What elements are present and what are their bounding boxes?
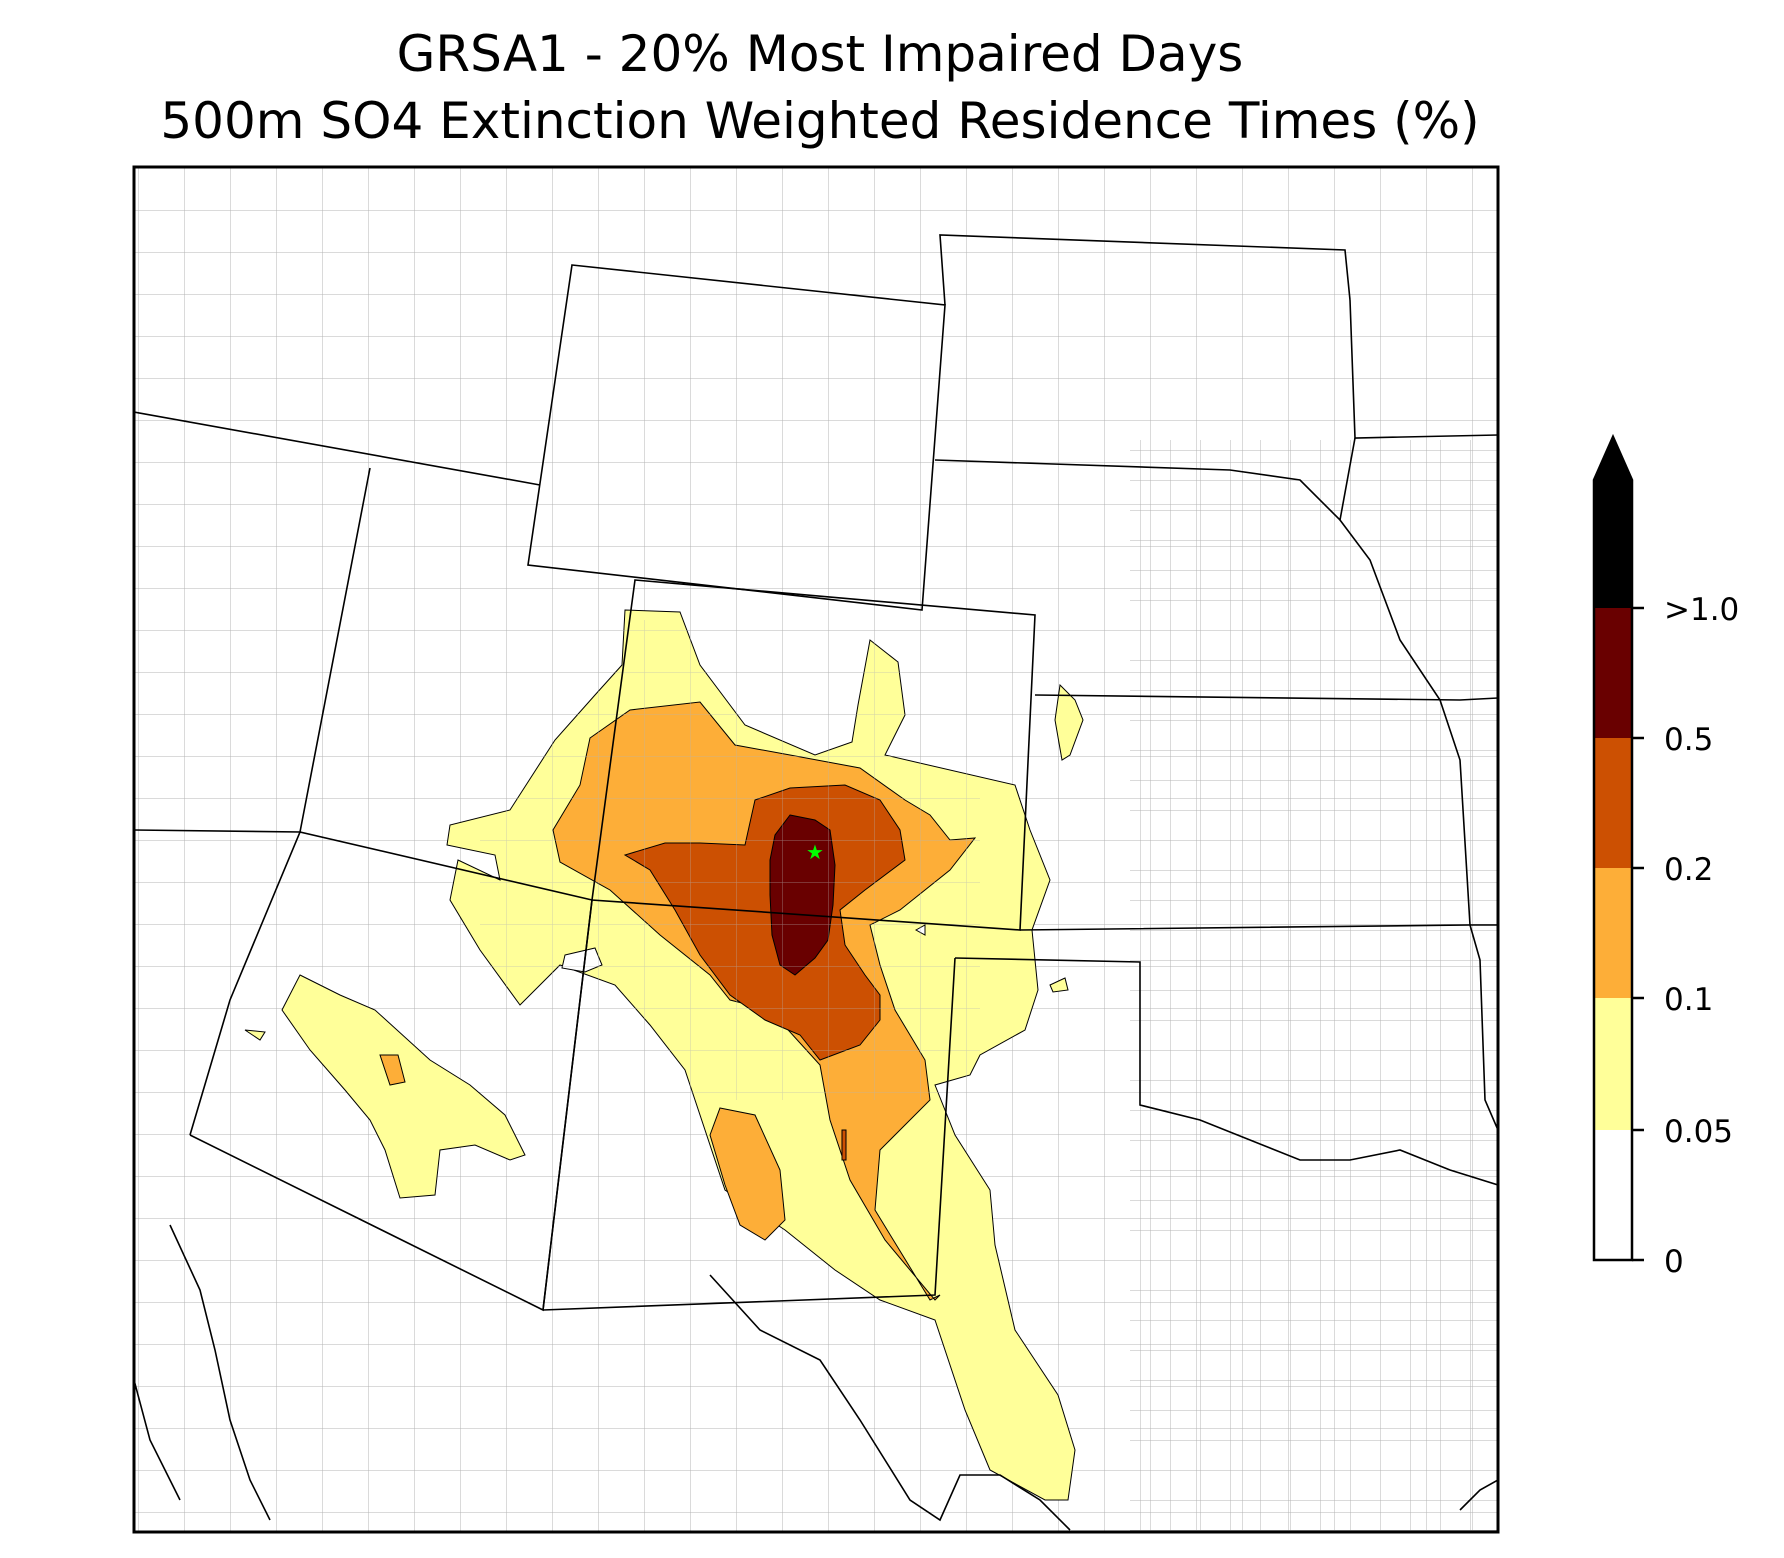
colorbar-tick-label: 0.5	[1664, 722, 1713, 758]
state-boundaries	[134, 234, 1498, 1531]
colorbar-extend-arrow-icon	[1594, 437, 1632, 480]
colorbar: 0 0.05 0.1 0.2 0.5 >1.0	[1592, 433, 1739, 1280]
map-frame	[132, 165, 1500, 1534]
colorbar-tick-label: 0.05	[1664, 1114, 1733, 1150]
county-lines-overlay	[480, 620, 980, 1100]
colorbar-tick-label: 0	[1664, 1244, 1684, 1280]
colorbar-bin-2	[1594, 868, 1632, 998]
colorbar-bin-0	[1594, 1130, 1632, 1260]
colorbar-tick-label: 0.2	[1664, 852, 1713, 888]
colorbar-outline	[1592, 433, 1634, 1262]
colorbar-ticks	[1632, 606, 1644, 1262]
colorbar-bin-5	[1594, 480, 1632, 608]
chart-title: GRSA1 - 20% Most Impaired Days	[396, 25, 1244, 83]
colorbar-bin-4	[1594, 608, 1632, 738]
colorbar-tick-label: >1.0	[1664, 592, 1739, 628]
county-lines-east	[1130, 440, 1498, 1532]
chart-subtitle: 500m SO4 Extinction Weighted Residence T…	[160, 92, 1480, 150]
colorbar-bin-3	[1594, 738, 1632, 868]
colorbar-tick-label: 0.1	[1664, 982, 1713, 1018]
map-area: ★	[134, 167, 1498, 1532]
colorbar-bin-1	[1594, 998, 1632, 1130]
receptor-star-icon: ★	[806, 840, 824, 864]
